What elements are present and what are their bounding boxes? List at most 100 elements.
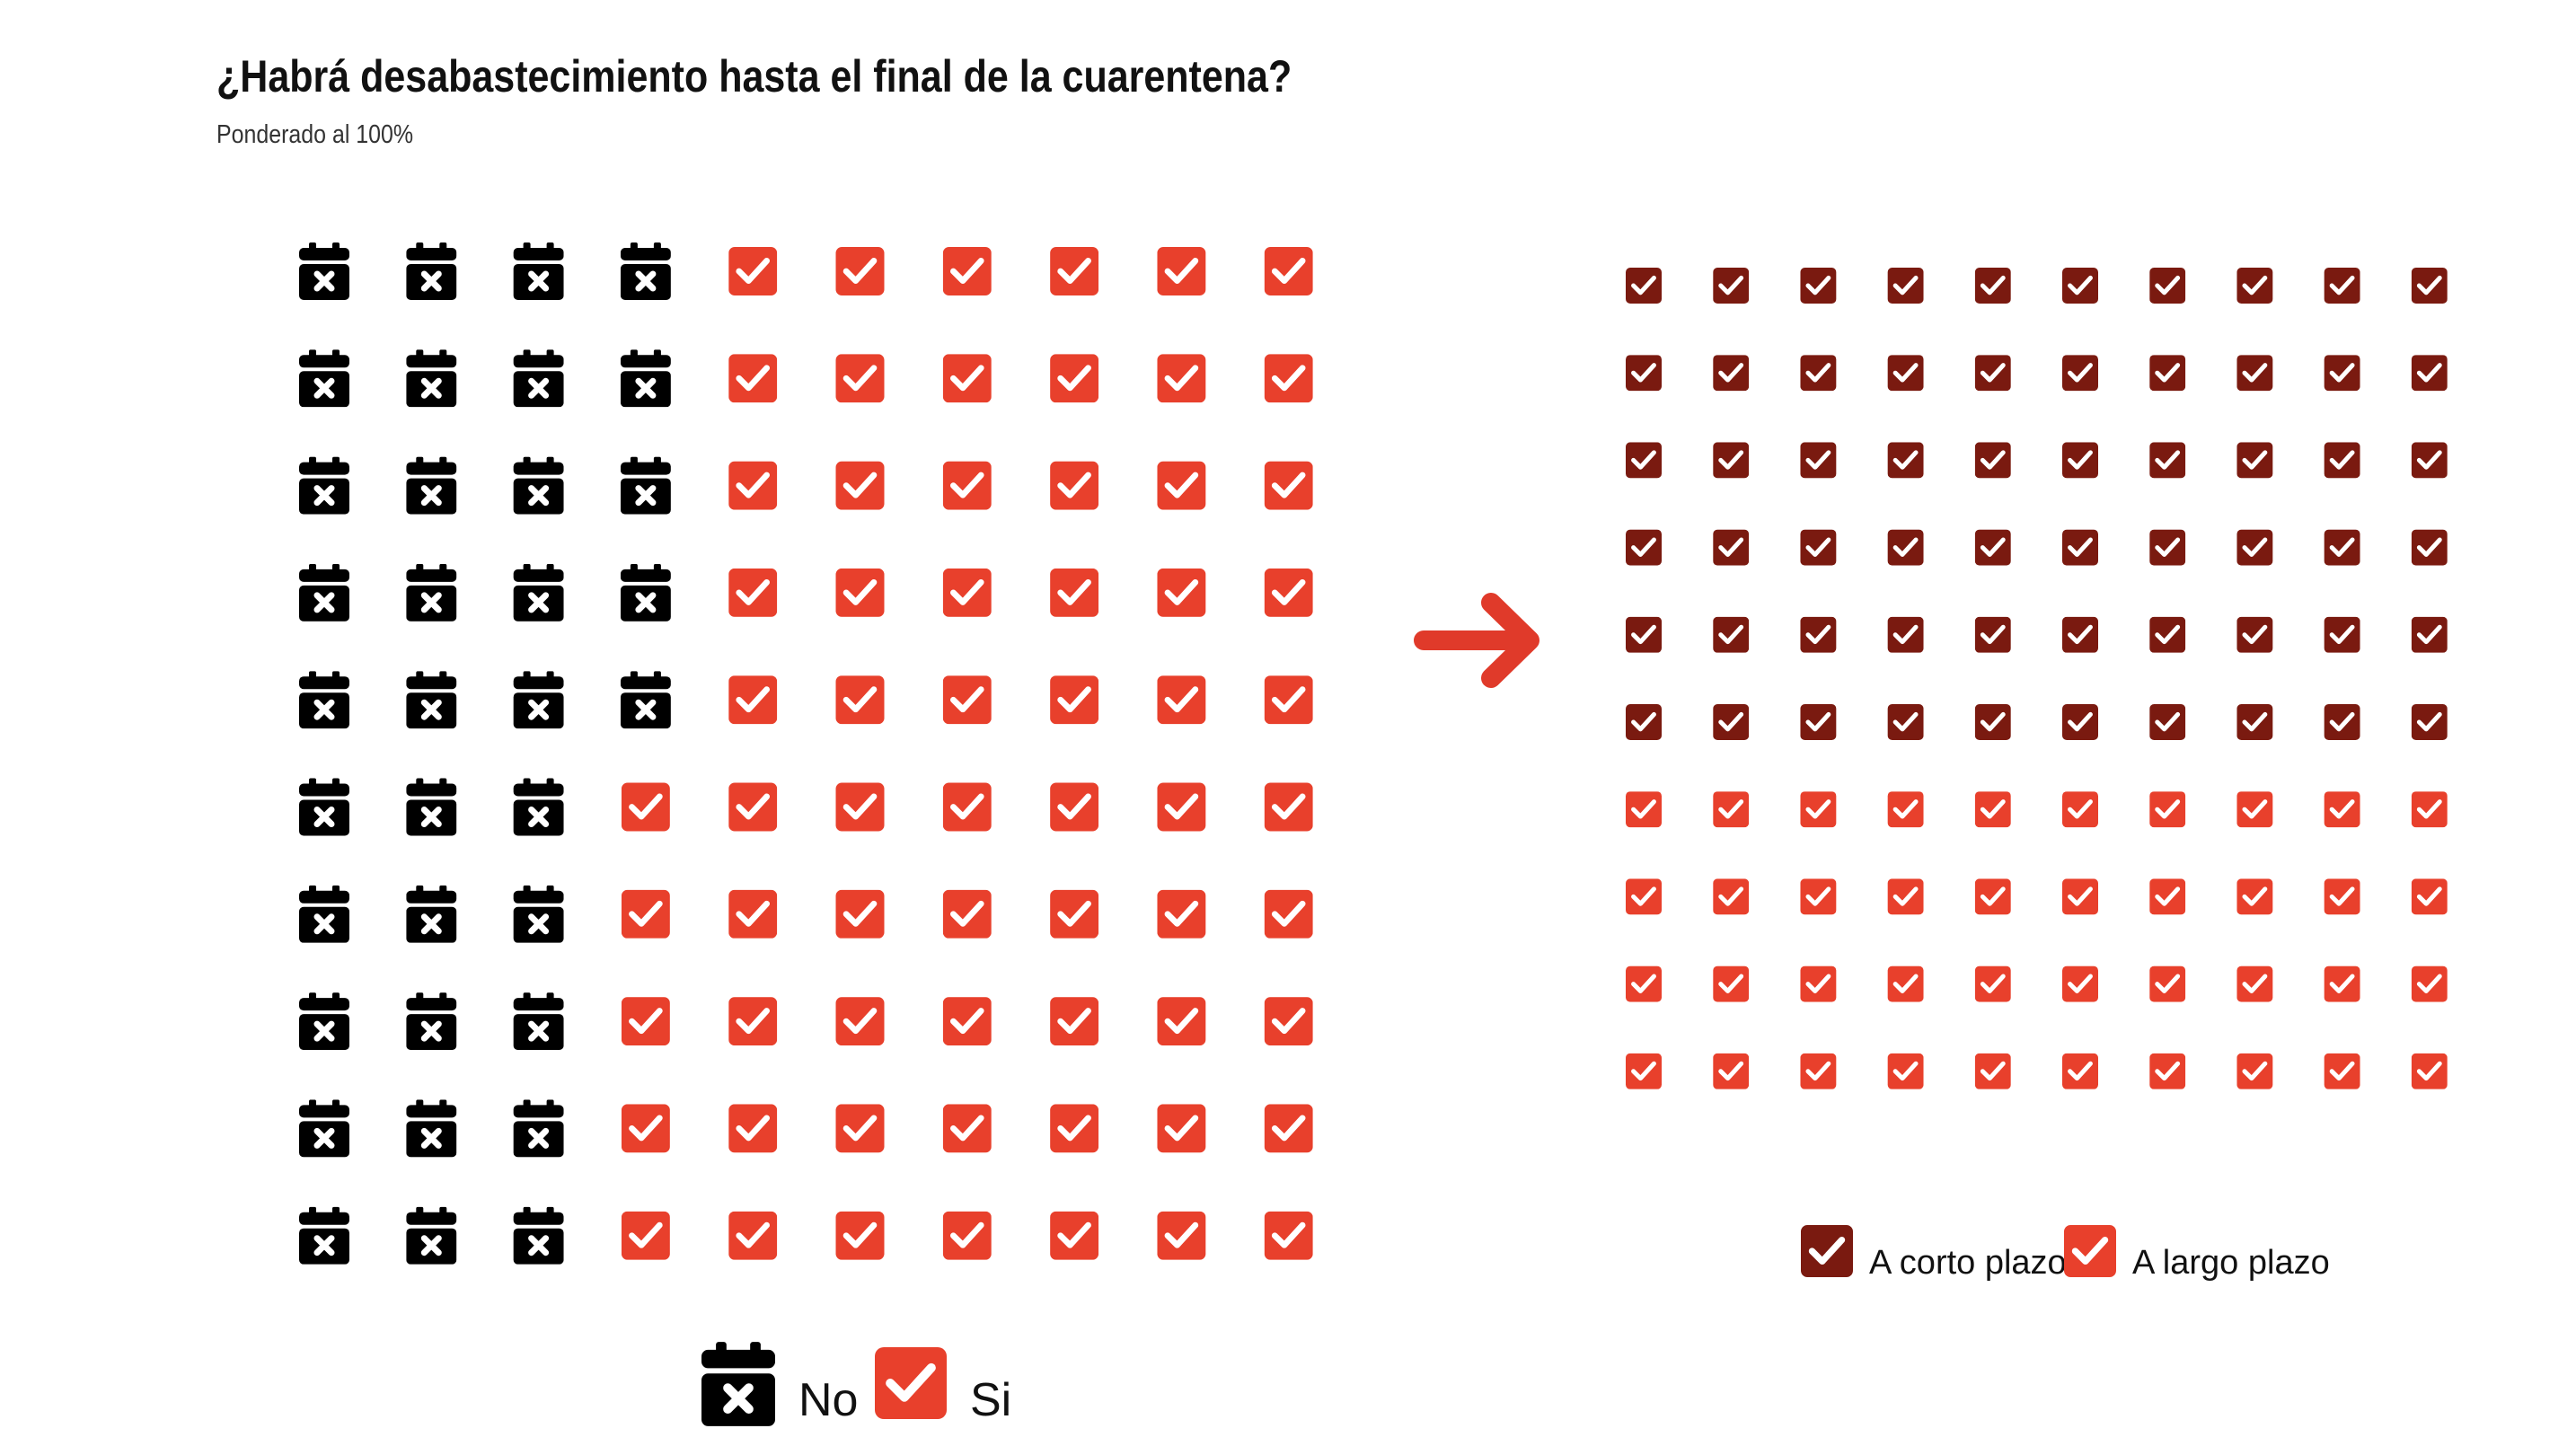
pictogram-si-icon	[1265, 675, 1313, 724]
pictogram-si-icon	[1050, 354, 1098, 402]
pictogram-no-icon	[621, 349, 671, 407]
pictogram-corto-icon	[2149, 442, 2185, 478]
pictogram-no-icon	[299, 671, 349, 728]
pictogram-largo-icon	[1888, 878, 1924, 914]
pictogram-largo-icon	[1888, 966, 1924, 1002]
pictogram-no-icon	[406, 457, 456, 515]
pictogram-corto-icon	[1626, 442, 1662, 478]
pictogram-largo-icon	[2325, 878, 2360, 914]
pictogram-corto-icon	[1713, 442, 1749, 478]
pictogram-no-icon	[514, 242, 564, 300]
pictogram-si-icon	[1265, 569, 1313, 617]
pictogram-corto-icon	[1800, 704, 1836, 740]
pictogram-si-icon	[943, 675, 992, 724]
pictogram-no-icon	[621, 564, 671, 622]
pictogram-si-icon	[943, 783, 992, 832]
pictogram-si-icon	[1265, 354, 1313, 402]
pictogram-si-icon	[836, 1104, 885, 1152]
pictogram-no-icon	[299, 564, 349, 622]
pictogram-si-icon	[1265, 1104, 1313, 1152]
pictogram-corto-icon	[2062, 355, 2098, 391]
pictogram-corto-icon	[1626, 704, 1662, 740]
legend-corto-label: A corto plazo	[1869, 1244, 2067, 1282]
legend-corto-icon	[1801, 1225, 1853, 1277]
pictogram-corto-icon	[2325, 268, 2360, 304]
pictogram-si-icon	[943, 569, 992, 617]
legend-si-label: Si	[970, 1374, 1011, 1426]
pictogram-no-icon	[621, 242, 671, 300]
pictogram-largo-icon	[2149, 1054, 2185, 1089]
pictogram-largo-icon	[2062, 791, 2098, 827]
pictogram-no-icon	[514, 564, 564, 622]
pictogram-largo-icon	[2236, 1054, 2272, 1089]
pictogram-corto-icon	[2149, 530, 2185, 566]
pictogram-si-icon	[622, 783, 670, 832]
pictogram-largo-icon	[2412, 791, 2448, 827]
pictogram-largo-icon	[2149, 878, 2185, 914]
pictogram-no-icon	[299, 1099, 349, 1157]
pictogram-si-icon	[728, 997, 777, 1045]
pictogram-corto-icon	[1800, 268, 1836, 304]
pictogram-no-icon	[299, 886, 349, 943]
pictogram-si-icon	[728, 783, 777, 832]
pictogram-no-icon	[299, 779, 349, 836]
legend-largo-label: A largo plazo	[2132, 1244, 2330, 1282]
pictogram-si-icon	[1050, 783, 1098, 832]
pictogram-si-icon	[622, 1212, 670, 1260]
pictogram-corto-icon	[2412, 355, 2448, 391]
pictogram-corto-icon	[2236, 268, 2272, 304]
pictogram-si-icon	[1157, 890, 1205, 939]
pictogram-corto-icon	[2412, 617, 2448, 653]
pictogram-corto-icon	[2236, 355, 2272, 391]
pictogram-si-icon	[622, 890, 670, 939]
pictogram-corto-icon	[1975, 268, 2011, 304]
pictogram-si-icon	[836, 462, 885, 510]
pictogram-si-icon	[943, 997, 992, 1045]
pictogram-corto-icon	[1713, 704, 1749, 740]
pictogram-si-icon	[1265, 997, 1313, 1045]
pictogram-no-icon	[514, 886, 564, 943]
pictogram-no-icon	[406, 1207, 456, 1265]
pictogram-no-icon	[514, 992, 564, 1050]
pictogram-no-icon	[299, 1207, 349, 1265]
pictogram-si-icon	[1157, 1104, 1205, 1152]
pictogram-si-icon	[728, 354, 777, 402]
pictogram-si-icon	[1157, 675, 1205, 724]
pictogram-largo-icon	[1626, 966, 1662, 1002]
pictogram-no-icon	[514, 457, 564, 515]
pictogram-largo-icon	[1713, 966, 1749, 1002]
pictogram-si-icon	[728, 569, 777, 617]
pictogram-no-icon	[514, 779, 564, 836]
pictogram-corto-icon	[1888, 530, 1924, 566]
pictogram-no-icon	[621, 457, 671, 515]
pictogram-largo-icon	[1888, 1054, 1924, 1089]
pictogram-si-icon	[1157, 462, 1205, 510]
pictogram-no-icon	[406, 242, 456, 300]
pictogram-corto-icon	[2062, 704, 2098, 740]
pictogram-si-icon	[836, 890, 885, 939]
pictogram-si-icon	[1157, 354, 1205, 402]
legend-largo-icon	[2064, 1225, 2116, 1277]
pictogram-largo-icon	[1975, 966, 2011, 1002]
pictogram-no-icon	[406, 779, 456, 836]
pictogram-si-icon	[1265, 247, 1313, 295]
arrow-right-icon	[1414, 593, 1539, 688]
pictogram-corto-icon	[1888, 355, 1924, 391]
pictogram-no-icon	[406, 886, 456, 943]
pictogram-si-icon	[1050, 247, 1098, 295]
pictogram-si-icon	[1050, 890, 1098, 939]
pictogram-si-icon	[943, 354, 992, 402]
pictogram-largo-icon	[2149, 966, 2185, 1002]
pictogram-no-icon	[514, 671, 564, 728]
pictogram-si-icon	[1157, 783, 1205, 832]
pictogram-corto-icon	[1800, 617, 1836, 653]
pictogram-si-icon	[728, 1212, 777, 1260]
pictogram-si-icon	[728, 462, 777, 510]
legend-no-label: No	[798, 1374, 858, 1426]
pictogram-si-icon	[836, 783, 885, 832]
pictogram-corto-icon	[1713, 268, 1749, 304]
left-pictogram-grid	[299, 242, 1313, 1265]
pictogram-no-icon	[621, 671, 671, 728]
pictogram-largo-icon	[2325, 966, 2360, 1002]
left-legend: No Si	[701, 1342, 1011, 1426]
